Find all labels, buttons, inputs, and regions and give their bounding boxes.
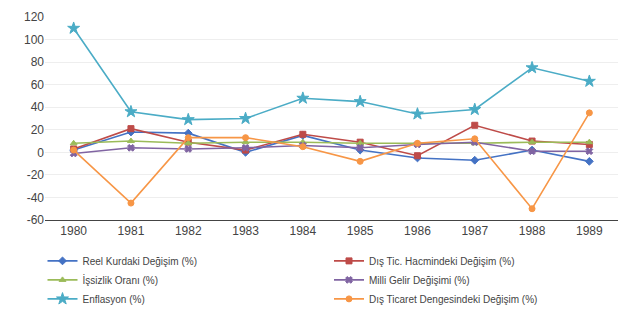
svg-text:-40: -40 (27, 191, 45, 205)
svg-text:-60: -60 (27, 213, 45, 227)
svg-text:1984: 1984 (289, 224, 316, 238)
svg-text:100: 100 (24, 33, 44, 47)
svg-text:1981: 1981 (118, 224, 145, 238)
svg-text:1983: 1983 (232, 224, 259, 238)
svg-text:1986: 1986 (404, 224, 431, 238)
svg-text:120: 120 (24, 10, 44, 24)
svg-text:Dış Tic. Hacmindeki Değişim (%: Dış Tic. Hacmindeki Değişim (%) (369, 256, 515, 267)
svg-text:1980: 1980 (60, 224, 87, 238)
svg-text:1987: 1987 (461, 224, 488, 238)
svg-text:1989: 1989 (576, 224, 603, 238)
svg-text:İşsizlik Oranı (%): İşsizlik Oranı (%) (83, 274, 159, 286)
svg-text:Dış Ticaret Dengesindeki Değiş: Dış Ticaret Dengesindeki Değişim (%) (369, 294, 537, 305)
svg-text:-20: -20 (27, 168, 45, 182)
svg-text:60: 60 (31, 78, 45, 92)
svg-text:40: 40 (31, 100, 45, 114)
svg-text:1988: 1988 (519, 224, 546, 238)
svg-text:1982: 1982 (175, 224, 202, 238)
svg-text:0: 0 (37, 146, 44, 160)
svg-text:20: 20 (31, 123, 45, 137)
svg-text:80: 80 (31, 55, 45, 69)
svg-text:Enflasyon (%): Enflasyon (%) (83, 294, 145, 305)
svg-text:Reel Kurdaki Değişim (%): Reel Kurdaki Değişim (%) (83, 256, 197, 267)
svg-text:1985: 1985 (347, 224, 374, 238)
svg-text:Milli Gelir Değişimi (%): Milli Gelir Değişimi (%) (369, 275, 470, 286)
